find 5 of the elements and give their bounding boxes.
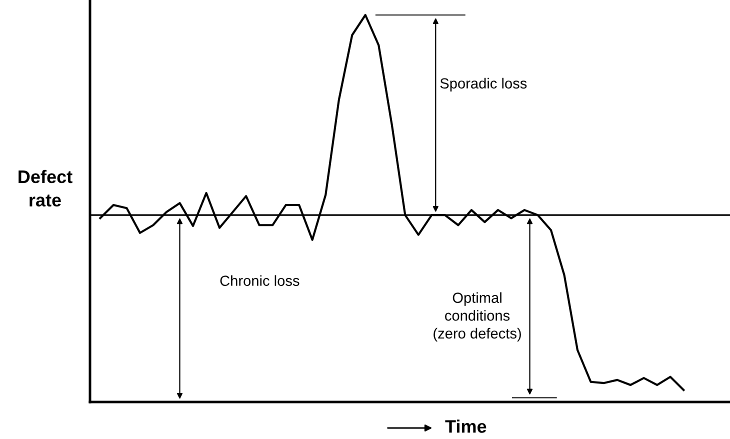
annotation: Sporadic loss — [440, 78, 527, 92]
annotation: Optimal conditions (zero defects) — [434, 292, 521, 342]
x-axis-title: Time — [445, 420, 486, 433]
y-axis-title: Defect rate — [18, 170, 72, 207]
annotation: Chronic loss — [220, 275, 300, 286]
